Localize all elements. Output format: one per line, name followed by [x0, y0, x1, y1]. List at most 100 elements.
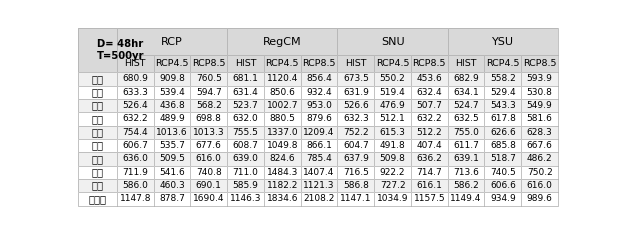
Bar — [374, 192, 411, 206]
Bar — [154, 99, 190, 112]
Bar — [374, 152, 411, 166]
Text: 539.4: 539.4 — [159, 88, 185, 97]
Text: 1209.4: 1209.4 — [303, 128, 335, 137]
Bar — [117, 99, 154, 112]
Bar — [264, 126, 301, 139]
Bar — [301, 139, 337, 152]
Text: 586.0: 586.0 — [122, 181, 148, 190]
Text: 509.5: 509.5 — [159, 154, 185, 163]
Text: 681.1: 681.1 — [232, 74, 259, 83]
Bar — [78, 85, 117, 99]
Bar — [521, 112, 558, 125]
Text: 1407.4: 1407.4 — [303, 168, 335, 177]
Bar — [337, 55, 374, 72]
Text: 550.2: 550.2 — [379, 74, 405, 83]
Bar — [301, 126, 337, 139]
Bar — [374, 126, 411, 139]
Text: 637.9: 637.9 — [343, 154, 369, 163]
Text: 631.9: 631.9 — [343, 88, 369, 97]
Text: HIST: HIST — [125, 59, 146, 68]
Bar — [411, 166, 448, 179]
Text: 453.6: 453.6 — [417, 74, 442, 83]
Bar — [154, 126, 190, 139]
Text: 1147.1: 1147.1 — [340, 195, 371, 204]
Bar — [117, 166, 154, 179]
Bar — [521, 72, 558, 85]
Bar — [337, 85, 374, 99]
Text: 558.2: 558.2 — [490, 74, 516, 83]
Bar — [411, 139, 448, 152]
Bar — [264, 72, 301, 85]
Bar — [521, 139, 558, 152]
Bar — [411, 166, 448, 179]
Text: 2108.2: 2108.2 — [303, 195, 335, 204]
Bar — [154, 179, 190, 192]
Bar — [78, 126, 117, 139]
Text: 606.6: 606.6 — [490, 181, 516, 190]
Text: 740.8: 740.8 — [196, 168, 222, 177]
Text: 512.2: 512.2 — [417, 128, 442, 137]
Bar — [117, 139, 154, 152]
Bar — [448, 72, 484, 85]
Bar — [448, 112, 484, 125]
Bar — [117, 112, 154, 125]
Text: RegCM: RegCM — [263, 36, 301, 46]
Bar — [190, 126, 227, 139]
Bar — [484, 152, 521, 166]
Text: RCP4.5: RCP4.5 — [265, 59, 299, 68]
Text: 922.2: 922.2 — [380, 168, 405, 177]
Text: 489.9: 489.9 — [159, 114, 185, 123]
Bar — [337, 112, 374, 125]
Bar — [227, 179, 264, 192]
Bar — [337, 85, 374, 99]
Bar — [448, 179, 484, 192]
Bar — [521, 85, 558, 99]
Bar — [227, 28, 337, 55]
Bar — [227, 192, 264, 206]
Bar — [448, 112, 484, 125]
Bar — [227, 179, 264, 192]
Text: 606.7: 606.7 — [122, 141, 148, 150]
Bar — [154, 55, 190, 72]
Text: 486.2: 486.2 — [527, 154, 552, 163]
Bar — [78, 72, 117, 85]
Bar — [374, 99, 411, 112]
Bar — [78, 28, 117, 72]
Bar — [301, 152, 337, 166]
Text: 616.0: 616.0 — [526, 181, 552, 190]
Text: 460.3: 460.3 — [159, 181, 185, 190]
Text: 673.5: 673.5 — [343, 74, 369, 83]
Bar — [337, 72, 374, 85]
Bar — [154, 85, 190, 99]
Bar — [484, 85, 521, 99]
Bar — [227, 152, 264, 166]
Text: 1146.3: 1146.3 — [230, 195, 261, 204]
Bar — [190, 152, 227, 166]
Bar — [78, 99, 117, 112]
Text: 760.5: 760.5 — [196, 74, 222, 83]
Bar — [337, 166, 374, 179]
Bar — [301, 152, 337, 166]
Bar — [227, 152, 264, 166]
Bar — [154, 139, 190, 152]
Text: 879.6: 879.6 — [306, 114, 332, 123]
Text: 1013.3: 1013.3 — [193, 128, 224, 137]
Text: 1157.5: 1157.5 — [414, 195, 445, 204]
Bar — [78, 28, 117, 72]
Bar — [190, 72, 227, 85]
Bar — [190, 192, 227, 206]
Bar — [264, 112, 301, 125]
Text: RCP8.5: RCP8.5 — [303, 59, 336, 68]
Bar — [190, 55, 227, 72]
Text: RCP4.5: RCP4.5 — [376, 59, 409, 68]
Bar — [227, 72, 264, 85]
Bar — [117, 126, 154, 139]
Text: 436.8: 436.8 — [159, 101, 185, 110]
Bar — [411, 179, 448, 192]
Text: 1182.2: 1182.2 — [267, 181, 298, 190]
Bar — [78, 112, 117, 125]
Text: 1484.3: 1484.3 — [267, 168, 298, 177]
Bar — [484, 179, 521, 192]
Text: 594.7: 594.7 — [196, 88, 222, 97]
Bar — [78, 166, 117, 179]
